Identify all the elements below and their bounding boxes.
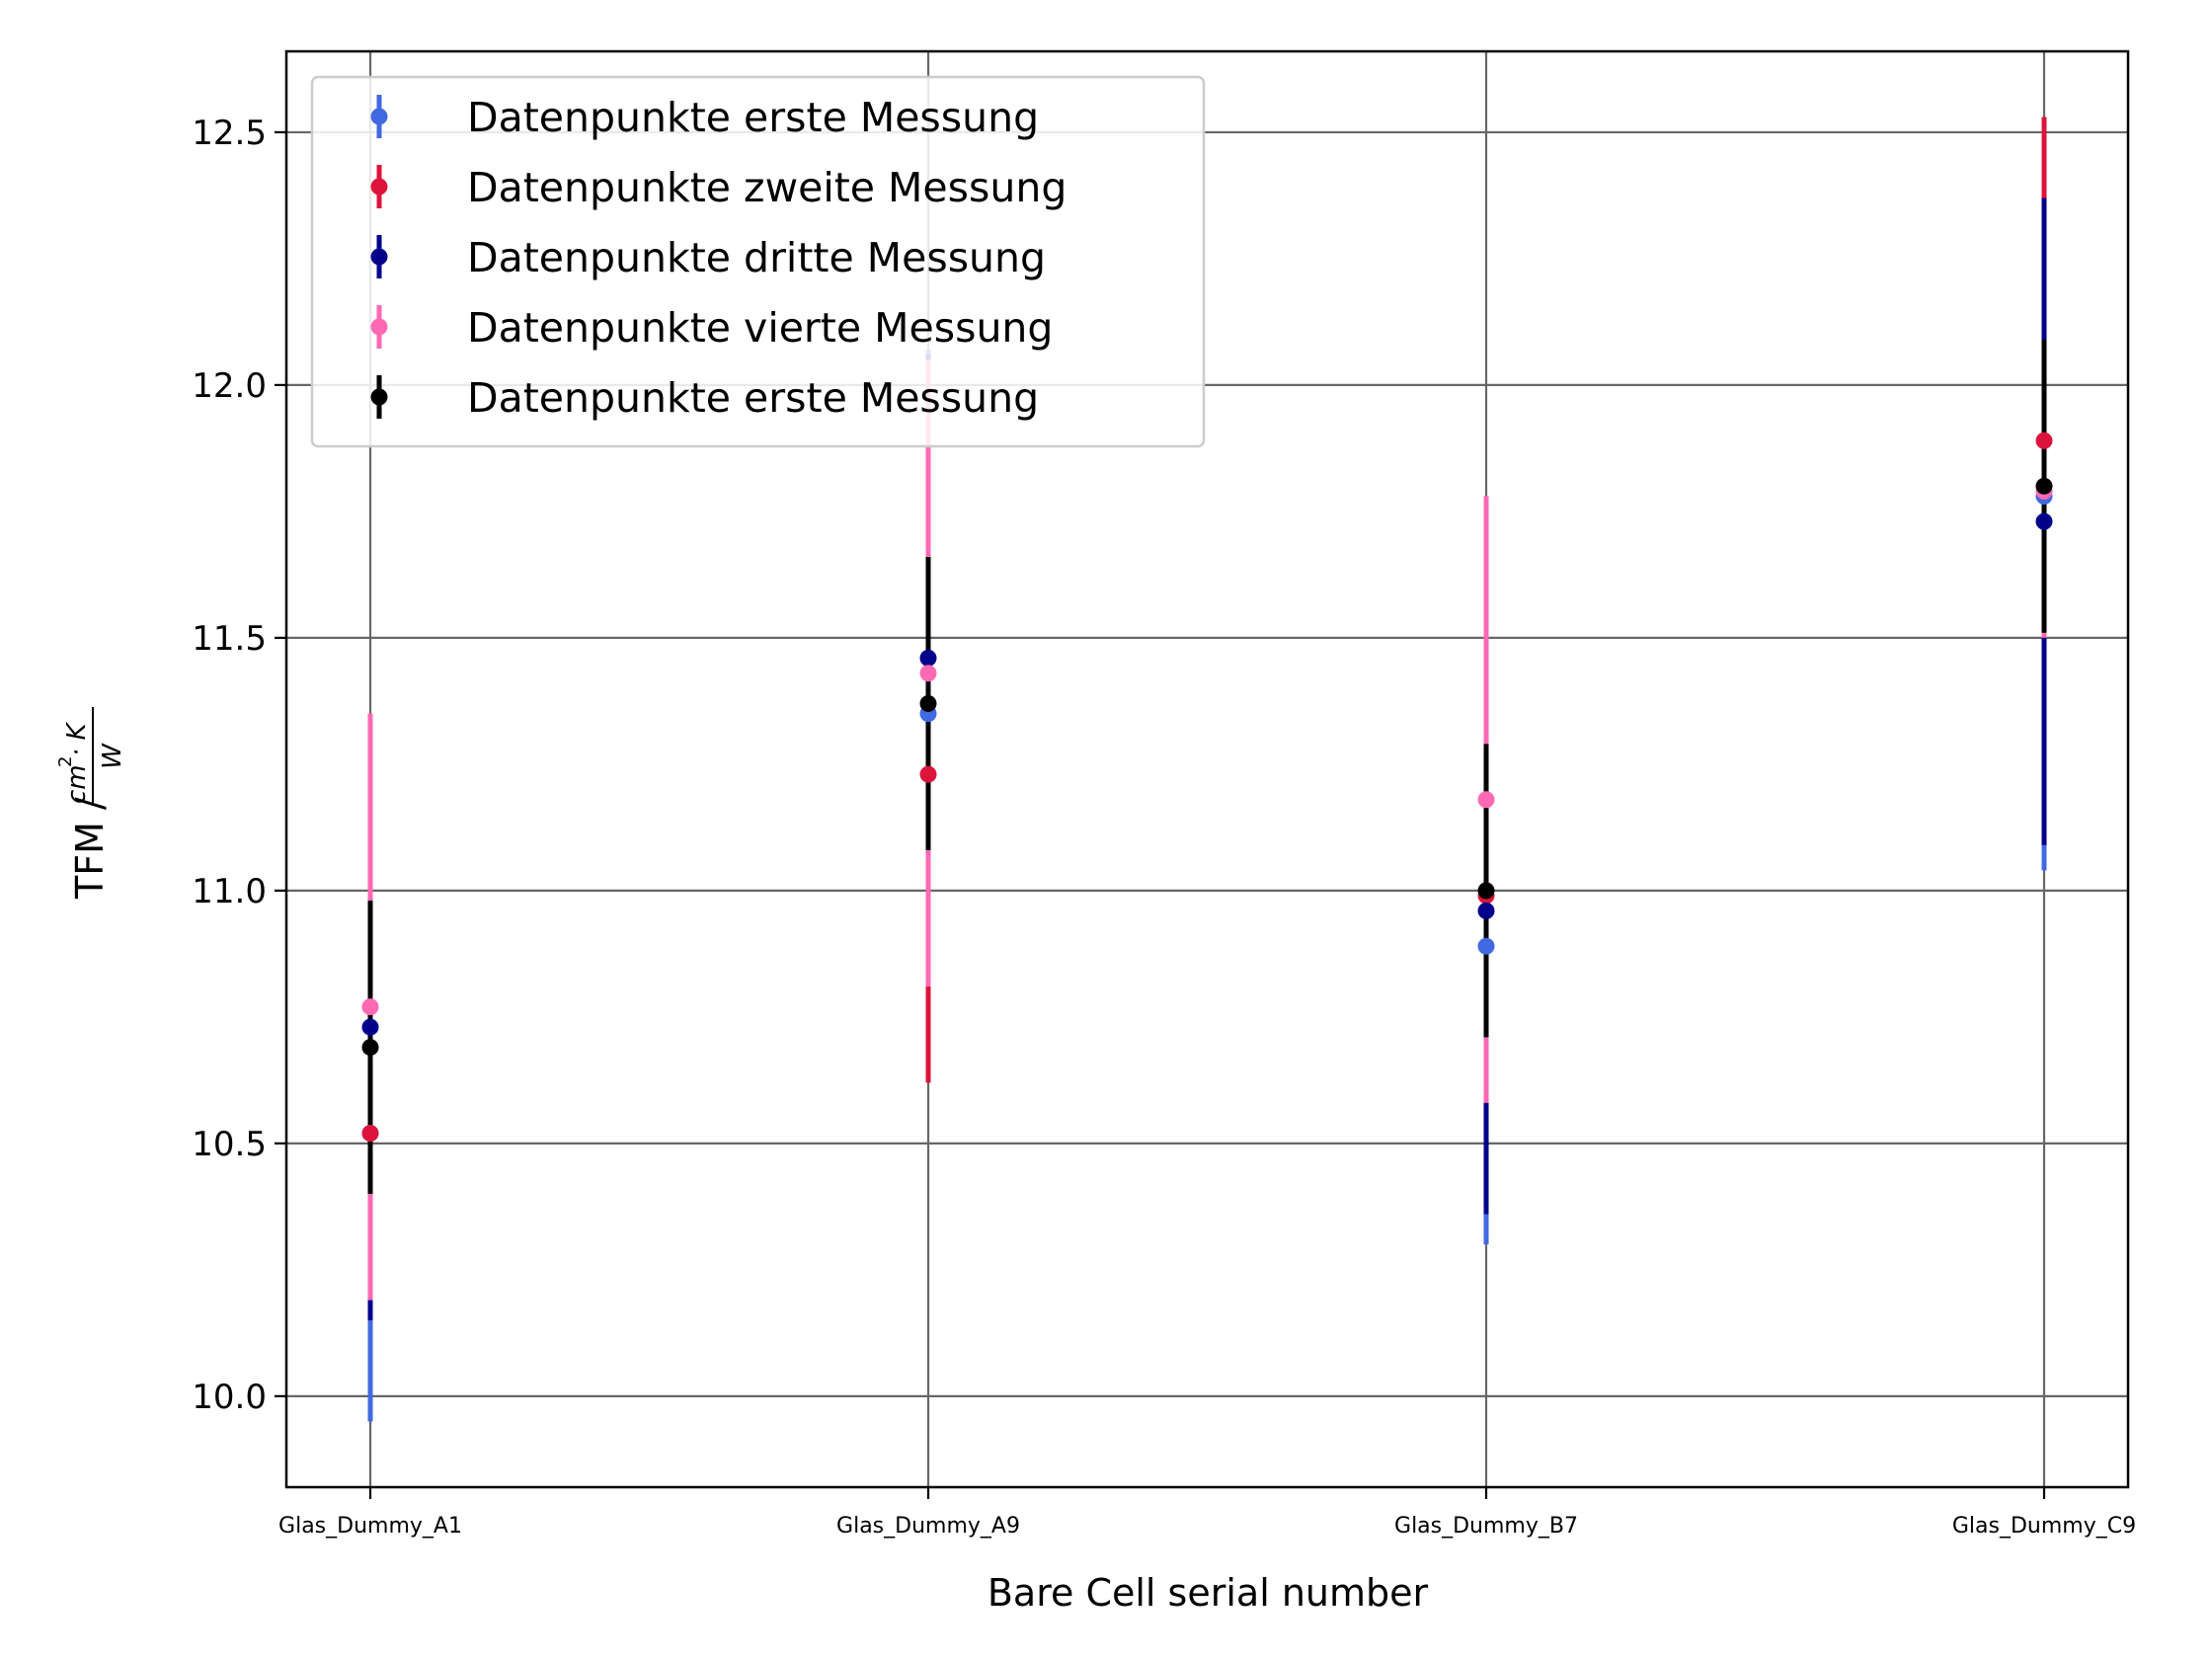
data-point: [919, 694, 937, 712]
y-tick-label: 10.0: [192, 1378, 267, 1417]
x-tick-label: Glas_Dummy_C9: [1952, 1514, 2136, 1539]
data-point: [1477, 902, 1495, 919]
legend-label: Datenpunkte erste Messung: [467, 374, 1039, 422]
y-tick-label: 11.0: [192, 872, 267, 911]
data-point: [919, 765, 937, 783]
data-point: [361, 1018, 379, 1036]
legend-point-marker: [370, 178, 388, 196]
data-point: [361, 998, 379, 1016]
legend-item: Datenpunkte vierte Messung: [370, 304, 1053, 352]
series-3-points: [361, 513, 2053, 1036]
data-point: [1477, 937, 1495, 955]
data-point: [919, 649, 937, 667]
y-tick-label: 12.5: [192, 114, 267, 153]
y-tick-label: 12.0: [192, 366, 267, 406]
data-point: [919, 665, 937, 682]
legend-label: Datenpunkte vierte Messung: [467, 304, 1053, 352]
y-axis-label-numerator-rest: · K: [62, 721, 92, 756]
y-tick-label: 10.5: [192, 1125, 267, 1164]
plot-frame: [284, 49, 2130, 1489]
legend: Datenpunkte erste Messung Datenpunkte zwe…: [310, 75, 1206, 448]
legend-label: Datenpunkte zweite Messung: [467, 164, 1066, 211]
legend-label: Datenpunkte erste Messung: [467, 94, 1039, 141]
y-axis-label-denominator: W: [98, 743, 127, 769]
x-tick-label: Glas_Dummy_A9: [836, 1514, 1020, 1539]
data-point: [2035, 513, 2053, 530]
data-point: [2035, 477, 2053, 495]
data-marks: [361, 117, 2053, 1422]
y-axis-label: TFM / cm 2 · K W: [55, 707, 127, 900]
data-point: [361, 1039, 379, 1057]
data-point: [1477, 882, 1495, 900]
y-tick-label: 11.5: [192, 619, 267, 659]
data-point: [1477, 791, 1495, 809]
y-axis-label-exponent: 2: [55, 756, 76, 767]
legend-label: Datenpunkte dritte Messung: [467, 234, 1046, 281]
data-point: [361, 1125, 379, 1143]
x-tick-label: Glas_Dummy_A1: [278, 1514, 462, 1539]
legend-point-marker: [370, 318, 388, 336]
legend-point-marker: [370, 108, 388, 125]
legend-point-marker: [370, 248, 388, 266]
legend-item: Datenpunkte zweite Messung: [370, 164, 1066, 211]
y-axis-label-prefix: TFM /: [68, 797, 112, 900]
x-axis-label: Bare Cell serial number: [988, 1571, 1429, 1615]
y-axis-label-numerator: cm: [62, 764, 92, 804]
x-tick-label: Glas_Dummy_B7: [1394, 1514, 1578, 1539]
series-5-points: [361, 477, 2053, 1057]
legend-item: Datenpunkte erste Messung: [370, 94, 1039, 141]
y-axis-ticks: 10.0 10.5 11.0 11.5 12.0 12.5: [192, 114, 286, 1417]
data-point: [2035, 432, 2053, 449]
legend-point-marker: [370, 388, 388, 406]
legend-item: Datenpunkte erste Messung: [370, 374, 1039, 422]
legend-item: Datenpunkte dritte Messung: [370, 234, 1046, 281]
legend-box: [310, 75, 1206, 448]
x-axis-ticks: Glas_Dummy_A1 Glas_Dummy_A9 Glas_Dummy_B7 G…: [278, 1487, 2136, 1539]
